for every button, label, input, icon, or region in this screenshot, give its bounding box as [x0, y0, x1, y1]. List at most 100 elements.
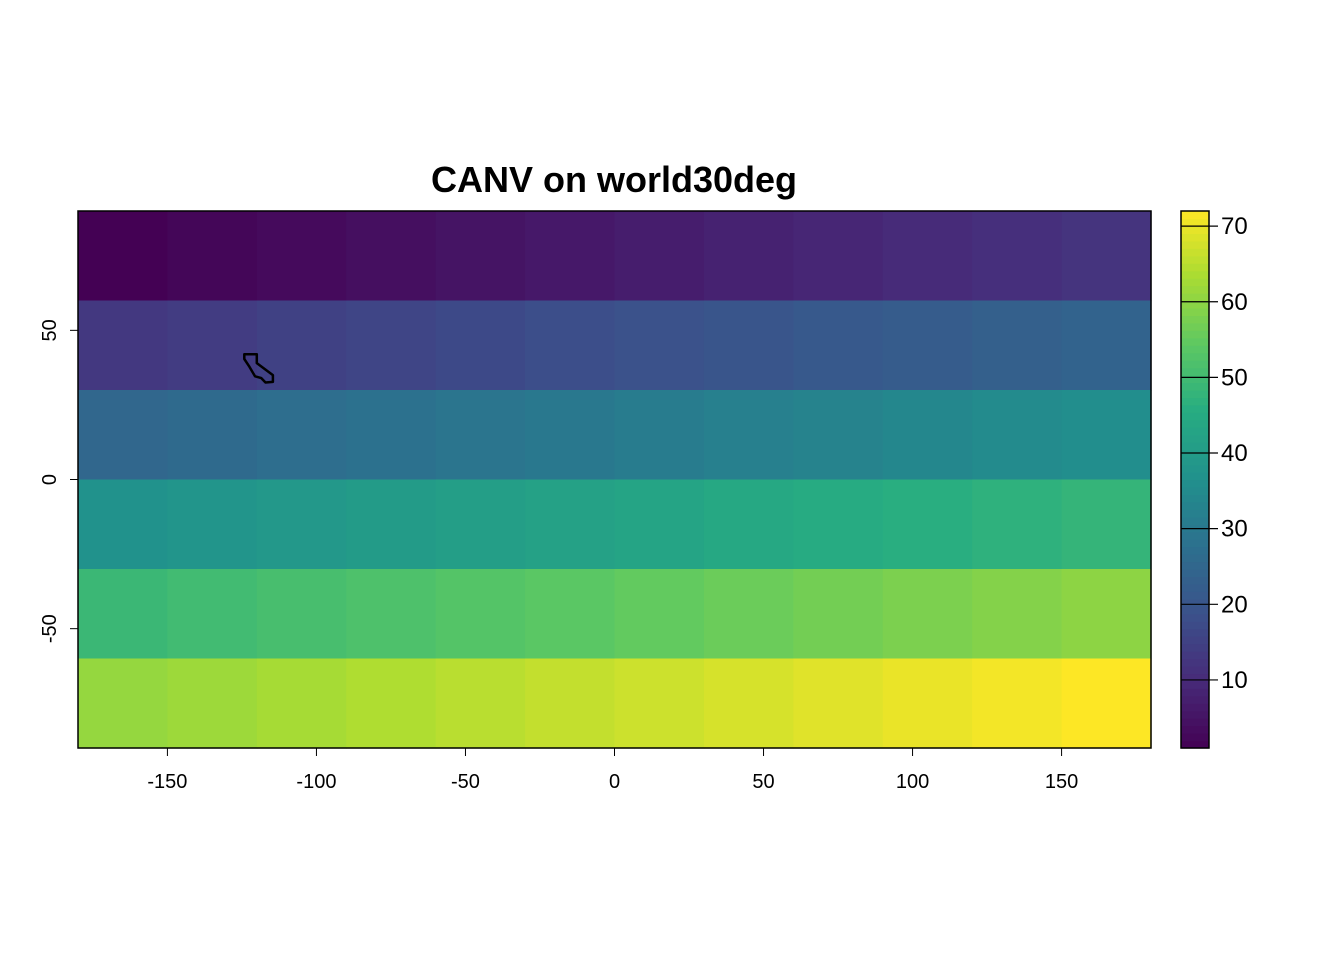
- x-axis: -150 -100 -50 0 50 100 150: [147, 748, 1078, 793]
- x-tick-label: -150: [147, 771, 187, 793]
- raster-cell: [167, 390, 258, 481]
- map-overlay: [243, 352, 275, 384]
- legend-swatch: [1181, 472, 1209, 481]
- legend-swatch: [1181, 531, 1209, 540]
- legend-swatch: [1181, 561, 1209, 570]
- legend-swatch: [1181, 740, 1209, 749]
- raster-cell: [346, 569, 437, 660]
- legend-tick-label: 30: [1221, 516, 1248, 543]
- raster-cell: [793, 569, 884, 660]
- legend-swatch: [1181, 546, 1209, 555]
- raster-cell: [1061, 569, 1152, 660]
- x-tick-label: 150: [1045, 771, 1078, 793]
- raster-cell: [882, 211, 973, 302]
- raster-cell: [972, 658, 1063, 749]
- legend-swatch: [1181, 263, 1209, 272]
- legend-swatch: [1181, 211, 1209, 220]
- legend-swatch: [1181, 583, 1209, 592]
- legend-swatch: [1181, 665, 1209, 675]
- legend-swatch: [1181, 382, 1209, 391]
- legend-swatch: [1181, 240, 1209, 249]
- legend-swatch: [1181, 442, 1209, 451]
- raster-cell: [1061, 390, 1152, 481]
- legend-swatch: [1181, 412, 1209, 421]
- x-tick-label: -100: [296, 771, 336, 793]
- raster-cell: [614, 479, 705, 570]
- legend-tick-label: 50: [1221, 364, 1248, 391]
- y-tick-label: 0: [39, 474, 61, 485]
- raster-cell: [1061, 658, 1152, 749]
- raster-cell: [882, 658, 973, 749]
- legend-swatch: [1181, 688, 1209, 697]
- legend-swatch: [1181, 509, 1209, 518]
- raster-cell: [614, 211, 705, 302]
- legend-swatch: [1181, 621, 1209, 630]
- raster-cell: [435, 479, 526, 570]
- legend-swatch: [1181, 427, 1209, 436]
- legend-swatch: [1181, 457, 1209, 466]
- x-tick-label: 0: [609, 771, 620, 793]
- legend-swatch: [1181, 233, 1209, 242]
- raster-cell: [882, 300, 973, 391]
- legend-swatch: [1181, 218, 1209, 227]
- raster-cell: [435, 658, 526, 749]
- raster-cell: [972, 569, 1063, 660]
- legend-swatch: [1181, 695, 1209, 704]
- raster-cell: [525, 658, 616, 749]
- raster-cell: [78, 211, 169, 302]
- raster-cell: [703, 479, 794, 570]
- raster-cell: [614, 569, 705, 660]
- legend-swatch: [1181, 501, 1209, 510]
- legend-swatch: [1181, 330, 1209, 339]
- raster-cell: [435, 211, 526, 302]
- legend-swatch: [1181, 375, 1209, 384]
- legend-swatch: [1181, 606, 1209, 615]
- raster-cell: [793, 390, 884, 481]
- raster-cell: [972, 211, 1063, 302]
- raster-cell: [972, 300, 1063, 391]
- legend-swatch: [1181, 352, 1209, 361]
- y-tick-label: 50: [39, 319, 61, 341]
- raster-cell: [793, 211, 884, 302]
- legend-swatch: [1181, 479, 1209, 488]
- legend-swatch: [1181, 598, 1209, 607]
- legend-swatch: [1181, 628, 1209, 637]
- legend-swatch: [1181, 397, 1209, 406]
- legend-swatch: [1181, 307, 1209, 317]
- raster-cell: [435, 569, 526, 660]
- raster-cell: [346, 300, 437, 391]
- raster-cell: [256, 479, 347, 570]
- legend-swatch: [1181, 539, 1209, 548]
- raster-cell: [793, 300, 884, 391]
- raster-cell: [703, 390, 794, 481]
- raster-cell: [525, 211, 616, 302]
- raster-cell: [882, 569, 973, 660]
- raster-cell: [1061, 479, 1152, 570]
- raster-cell: [793, 658, 884, 749]
- legend-tick-label: 20: [1221, 591, 1248, 618]
- raster-cell: [972, 479, 1063, 570]
- legend-swatch: [1181, 651, 1209, 660]
- legend-swatch: [1181, 434, 1209, 443]
- raster-cell: [435, 390, 526, 481]
- y-tick-label: -50: [39, 614, 61, 643]
- legend-swatch: [1181, 285, 1209, 294]
- legend-swatch: [1181, 248, 1209, 257]
- y-axis: -50 0 50: [39, 319, 78, 643]
- legend-swatch: [1181, 658, 1209, 667]
- raster-cell: [525, 390, 616, 481]
- raster-cell: [256, 569, 347, 660]
- chart-title: CANV on world30deg: [431, 159, 797, 200]
- legend-swatch: [1181, 404, 1209, 413]
- raster-cell: [882, 390, 973, 481]
- color-legend: 10 20 30 40 50 60 70: [1180, 210, 1248, 749]
- x-tick-label: 100: [896, 771, 929, 793]
- raster-cell: [703, 569, 794, 660]
- legend-swatch: [1181, 464, 1209, 473]
- legend-swatch: [1181, 278, 1209, 287]
- legend-swatch: [1181, 703, 1209, 712]
- raster-cell: [703, 658, 794, 749]
- legend-swatch: [1181, 322, 1209, 331]
- x-tick-label: 50: [752, 771, 774, 793]
